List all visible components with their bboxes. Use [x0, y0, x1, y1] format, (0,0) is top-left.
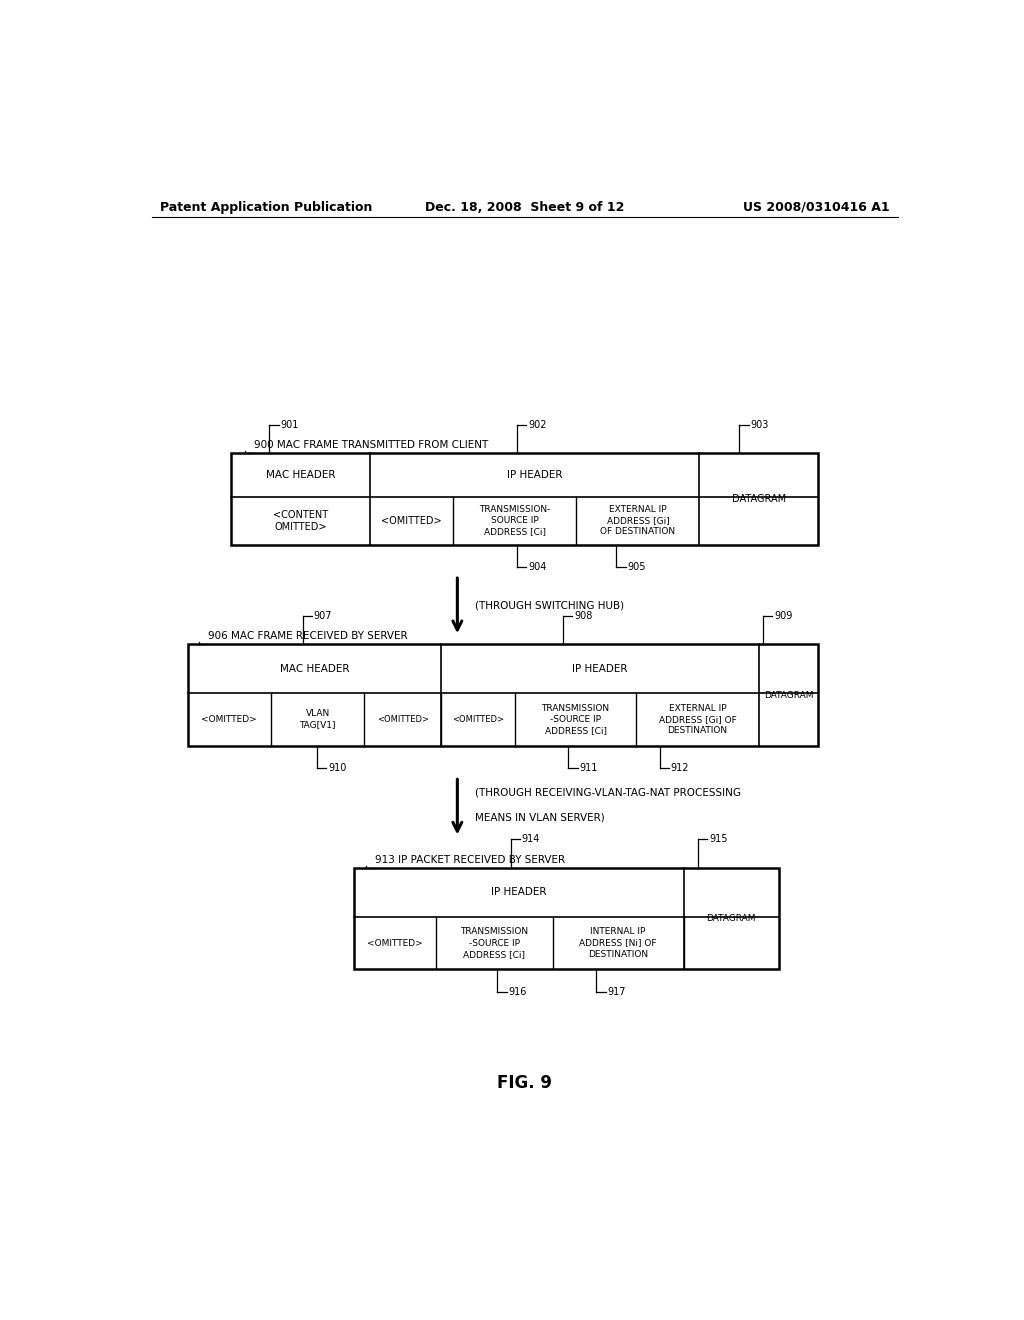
Text: <OMITTED>: <OMITTED> [453, 715, 505, 723]
Text: MAC HEADER: MAC HEADER [280, 664, 349, 673]
Text: Dec. 18, 2008  Sheet 9 of 12: Dec. 18, 2008 Sheet 9 of 12 [425, 201, 625, 214]
Text: 912: 912 [671, 763, 689, 774]
Text: DATAGRAM: DATAGRAM [764, 690, 813, 700]
Text: 900 MAC FRAME TRANSMITTED FROM CLIENT: 900 MAC FRAME TRANSMITTED FROM CLIENT [254, 440, 488, 450]
Text: INTERNAL IP
ADDRESS [Ni] OF
DESTINATION: INTERNAL IP ADDRESS [Ni] OF DESTINATION [580, 928, 656, 958]
Text: 906 MAC FRAME RECEIVED BY SERVER: 906 MAC FRAME RECEIVED BY SERVER [208, 631, 408, 642]
Text: <CONTENT
OMITTED>: <CONTENT OMITTED> [273, 510, 328, 532]
Text: 903: 903 [751, 420, 769, 430]
Text: <OMITTED>: <OMITTED> [381, 516, 442, 525]
Text: MEANS IN VLAN SERVER): MEANS IN VLAN SERVER) [475, 812, 604, 822]
Text: MAC HEADER: MAC HEADER [266, 470, 335, 480]
Text: 911: 911 [580, 763, 598, 774]
Text: 901: 901 [281, 420, 299, 430]
Text: 916: 916 [508, 987, 526, 997]
Text: 908: 908 [574, 611, 592, 620]
Text: 904: 904 [528, 562, 547, 572]
Bar [187, 644, 818, 746]
Text: EXTERNAL IP
ADDRESS [Gi]
OF DESTINATION: EXTERNAL IP ADDRESS [Gi] OF DESTINATION [600, 506, 676, 536]
Text: 917: 917 [607, 987, 626, 997]
Text: 913 IP PACKET RECEIVED BY SERVER: 913 IP PACKET RECEIVED BY SERVER [375, 855, 565, 865]
Text: TRANSMISSION-
SOURCE IP
ADDRESS [Ci]: TRANSMISSION- SOURCE IP ADDRESS [Ci] [479, 506, 551, 536]
Text: 914: 914 [521, 834, 540, 845]
Text: (THROUGH SWITCHING HUB): (THROUGH SWITCHING HUB) [475, 601, 624, 611]
Text: <OMITTED>: <OMITTED> [202, 715, 257, 723]
Text: DATAGRAM: DATAGRAM [732, 494, 786, 504]
Text: 915: 915 [709, 834, 727, 845]
Text: 907: 907 [313, 611, 332, 620]
Text: <OMITTED>: <OMITTED> [377, 715, 429, 723]
Bar [354, 867, 778, 969]
Text: 910: 910 [328, 763, 346, 774]
Text: Patent Application Publication: Patent Application Publication [160, 201, 372, 214]
Text: TRANSMISSION
-SOURCE IP
ADDRESS [Ci]: TRANSMISSION -SOURCE IP ADDRESS [Ci] [460, 928, 528, 958]
Text: IP HEADER: IP HEADER [492, 887, 547, 898]
Text: IP HEADER: IP HEADER [507, 470, 562, 480]
Text: EXTERNAL IP
ADDRESS [Gi] OF
DESTINATION: EXTERNAL IP ADDRESS [Gi] OF DESTINATION [658, 704, 736, 735]
Text: FIG. 9: FIG. 9 [498, 1074, 552, 1093]
Text: 902: 902 [528, 420, 547, 430]
Text: 905: 905 [627, 562, 646, 572]
Text: US 2008/0310416 A1: US 2008/0310416 A1 [743, 201, 890, 214]
Bar [231, 453, 818, 545]
Text: TRANSMISSION
-SOURCE IP
ADDRESS [Ci]: TRANSMISSION -SOURCE IP ADDRESS [Ci] [542, 704, 609, 735]
Text: IP HEADER: IP HEADER [572, 664, 628, 673]
Text: <OMITTED>: <OMITTED> [368, 939, 423, 948]
Text: (THROUGH RECEIVING-VLAN-TAG-NAT PROCESSING: (THROUGH RECEIVING-VLAN-TAG-NAT PROCESSI… [475, 788, 740, 797]
Text: VLAN
TAG[V1]: VLAN TAG[V1] [299, 709, 336, 730]
Text: 909: 909 [774, 611, 793, 620]
Text: DATAGRAM: DATAGRAM [707, 915, 756, 923]
